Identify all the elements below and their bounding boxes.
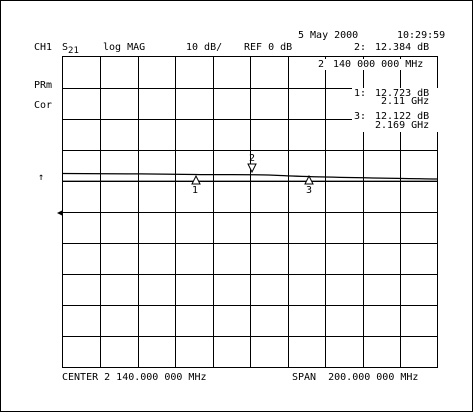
- grid-hline: [63, 336, 437, 337]
- marker-3-label: 3: [306, 185, 313, 196]
- marker-2-label: 2: [249, 153, 256, 164]
- center-frequency-label: CENTER 2 140.000 000 MHz: [62, 372, 207, 383]
- grid-hline: [63, 181, 437, 182]
- marker-1-id: 1:: [354, 88, 367, 99]
- active-marker-value: 12.384 dB: [375, 42, 430, 53]
- scale-label: 10 dB/: [186, 42, 223, 53]
- marker-2-id: 2: [318, 59, 325, 70]
- active-marker-label: 2:: [354, 42, 367, 53]
- marker-3-id: 3:: [354, 111, 367, 122]
- marker-2-frequency: 140 000 000 MHz: [333, 59, 424, 70]
- grid-hline: [63, 88, 437, 89]
- format-label: log MAG: [103, 42, 146, 53]
- marker-3-triangle[interactable]: [304, 174, 314, 185]
- prm-label: PRm: [34, 80, 53, 91]
- marker-1-frequency: 2.11 GHz: [381, 96, 430, 107]
- grid-hline: [63, 150, 437, 151]
- s-parameter-main: S: [62, 42, 69, 53]
- marker-1-value: 12.723 dB: [375, 88, 430, 99]
- grid-hline: [63, 119, 437, 120]
- marker-3-value: 12.122 dB: [375, 111, 430, 122]
- channel-label: CH1: [34, 42, 53, 53]
- time-label: 10:29:59: [397, 30, 446, 41]
- marker-3-frequency: 2.169 GHz: [375, 120, 430, 131]
- reference-label: REF 0 dB: [244, 42, 293, 53]
- graticule: [62, 56, 438, 368]
- marker-1-triangle[interactable]: [191, 174, 201, 185]
- readout-bg: [352, 88, 438, 112]
- cor-label: Cor: [34, 100, 53, 111]
- date-label: 5 May 2000: [298, 30, 359, 41]
- measurement-trace: [62, 172, 438, 180]
- s-parameter-subscript: 21: [68, 46, 79, 56]
- marker-2-triangle[interactable]: [247, 163, 257, 174]
- marker-1-label: 1: [192, 185, 199, 196]
- reference-position-arrow: ↑: [38, 172, 45, 183]
- grid-hline: [63, 274, 437, 275]
- reference-level-pointer: [57, 210, 63, 216]
- grid-hline: [63, 305, 437, 306]
- readout-bg: [318, 59, 436, 70]
- grid-hline: [63, 212, 437, 213]
- grid-hline: [63, 243, 437, 244]
- s-parameter-label: S21: [62, 42, 79, 56]
- readout-bg: [352, 111, 438, 132]
- span-label: SPAN 200.000 000 MHz: [292, 372, 419, 383]
